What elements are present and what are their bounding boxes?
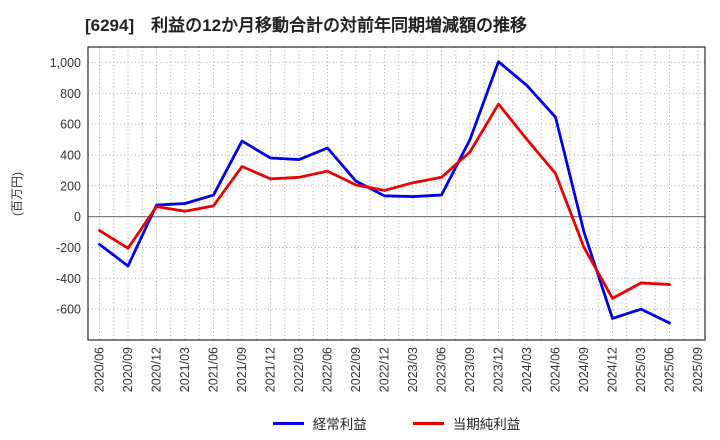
x-tick-label: 2021/03 — [178, 347, 192, 392]
y-tick-label: -200 — [56, 241, 81, 255]
x-tick-label: 2023/09 — [463, 347, 477, 392]
x-tick-label: 2022/03 — [292, 347, 306, 392]
y-tick-label: 800 — [60, 87, 81, 101]
legend-line-swatch-blue — [272, 421, 304, 425]
y-tick-label: 400 — [60, 148, 81, 162]
x-tick-label: 2020/09 — [121, 347, 135, 392]
x-tick-label: 2025/09 — [691, 347, 705, 392]
y-tick-label: -600 — [56, 303, 81, 317]
x-tick-label: 2024/12 — [606, 347, 620, 392]
series-line-経常利益 — [98, 60, 671, 325]
y-tick-label: 0 — [74, 210, 81, 224]
x-tick-label: 2020/06 — [93, 347, 107, 392]
legend-label-net-profit: 当期純利益 — [452, 417, 521, 432]
chart-legend: 経常利益 当期純利益 — [88, 410, 705, 436]
x-tick-label: 2023/06 — [435, 347, 449, 392]
y-tick-label: 1,000 — [50, 56, 81, 70]
legend-label-ordinary-profit: 経常利益 — [312, 417, 367, 432]
chart-title: [6294] 利益の12か月移動合計の対前年同期増減額の推移 — [84, 16, 528, 35]
x-tick-label: 2025/06 — [663, 347, 677, 392]
x-tick-label: 2025/03 — [634, 347, 648, 392]
x-tick-label: 2022/12 — [378, 347, 392, 392]
y-tick-label: 600 — [60, 118, 81, 132]
y-tick-label: -400 — [56, 272, 81, 286]
x-tick-label: 2021/12 — [264, 347, 278, 392]
legend-item-ordinary-profit: 経常利益 — [272, 413, 367, 433]
x-tick-label: 2020/12 — [150, 347, 164, 392]
y-tick-label: 200 — [60, 179, 81, 193]
legend-line-swatch-red — [412, 421, 444, 425]
x-tick-label: 2024/09 — [577, 347, 591, 392]
x-tick-label: 2024/06 — [549, 347, 563, 392]
x-tick-label: 2023/03 — [406, 347, 420, 392]
x-tick-label: 2023/12 — [492, 347, 506, 392]
series-line-当期純利益 — [98, 102, 671, 300]
x-tick-label: 2022/09 — [349, 347, 363, 392]
x-tick-label: 2022/06 — [321, 347, 335, 392]
legend-item-net-profit: 当期純利益 — [412, 413, 521, 433]
x-tick-label: 2024/03 — [520, 347, 534, 392]
x-tick-label: 2021/09 — [235, 347, 249, 392]
x-tick-label: 2021/06 — [207, 347, 221, 392]
